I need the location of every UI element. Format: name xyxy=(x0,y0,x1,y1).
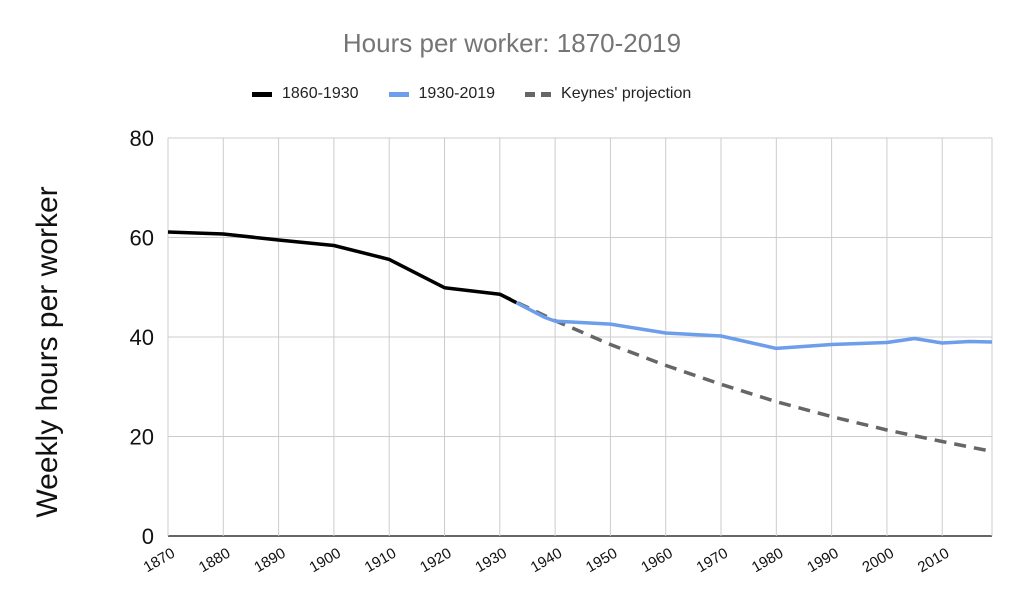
x-tick-label: 1870 xyxy=(141,545,178,576)
x-tick-label: 1920 xyxy=(417,545,454,576)
y-tick-label: 40 xyxy=(130,325,154,350)
y-tick-label: 20 xyxy=(130,425,154,450)
legend-item-1930-2019: 1930-2019 xyxy=(388,85,496,103)
x-tick-label: 1990 xyxy=(804,545,841,576)
series-line-1930-2019 xyxy=(515,301,993,351)
y-tick-label: 0 xyxy=(142,524,154,549)
x-tick-label: 1940 xyxy=(528,545,565,576)
legend-swatch-blue xyxy=(388,91,409,97)
x-tick-label: 1890 xyxy=(251,545,288,576)
x-tick-label: 1950 xyxy=(583,545,620,576)
series-line-keynes-projection xyxy=(499,292,993,454)
x-tick-label: 1900 xyxy=(307,545,344,576)
chart-title: Hours per worker: 1870-2019 xyxy=(342,28,682,58)
legend-label: Keynes' projection xyxy=(561,85,692,102)
legend-swatch-black xyxy=(252,91,272,97)
x-tick-label: 1970 xyxy=(694,545,731,576)
x-tick-label: 1930 xyxy=(472,545,509,576)
legend-label: 1930-2019 xyxy=(418,85,496,102)
x-tick-label: 1960 xyxy=(638,545,675,576)
x-tick-label: 2010 xyxy=(915,545,952,576)
x-tick-label: 2000 xyxy=(860,545,897,576)
legend-swatch-dashed xyxy=(525,91,552,97)
legend-label: 1860-1930 xyxy=(282,85,359,102)
legend-item-keynes-projection: Keynes' projection xyxy=(525,85,691,103)
y-tick-label: 80 xyxy=(130,126,154,151)
y-tick-label: 60 xyxy=(130,226,154,251)
x-tick-label: 1880 xyxy=(196,545,233,576)
series-line-1860-1930 xyxy=(167,230,518,305)
legend-item-1860-1930: 1860-1930 xyxy=(252,85,359,103)
legend: 1860-1930 1930-2019 Keynes' projection xyxy=(252,84,721,104)
x-tick-label: 1910 xyxy=(362,545,399,576)
x-tick-label: 1980 xyxy=(749,545,786,576)
